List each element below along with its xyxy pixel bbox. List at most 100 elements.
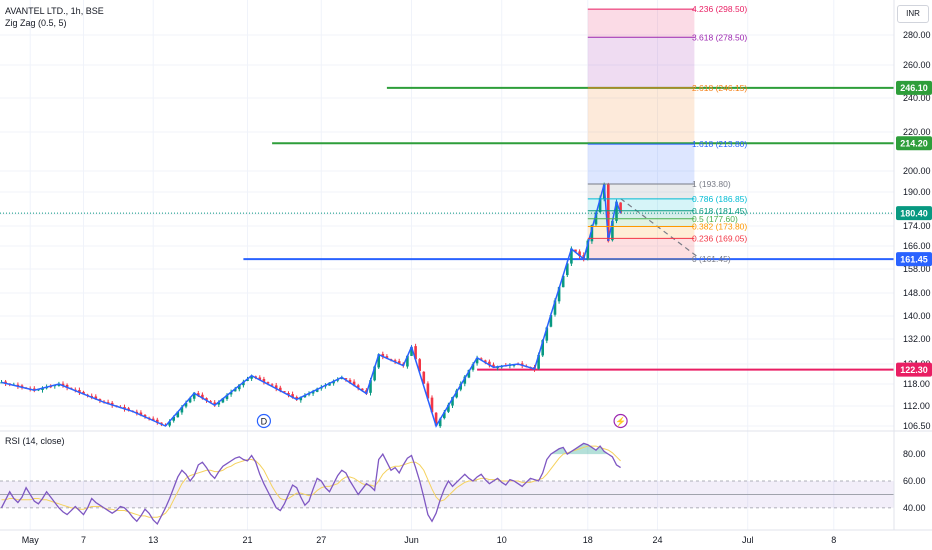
candle-body: [254, 376, 257, 378]
candle-body: [262, 379, 266, 383]
candle-body: [545, 327, 549, 341]
candle-body: [590, 225, 594, 242]
fib-zones: [587, 9, 695, 260]
candle-body: [553, 300, 557, 315]
time-tick-label: 27: [316, 535, 326, 545]
price-tag: [896, 362, 932, 377]
rsi-tick-label: 60.00: [903, 476, 926, 486]
event-marker[interactable]: [256, 413, 271, 429]
candle-body: [471, 364, 475, 370]
fib-zone: [587, 87, 695, 145]
candle-body: [443, 412, 446, 419]
price-tick-label: 200.00: [903, 166, 931, 176]
candle-body: [291, 394, 294, 398]
time-tick-label: 10: [497, 535, 507, 545]
fib-level-label: 2.618 (246.15): [692, 83, 747, 93]
rsi-legend[interactable]: RSI (14, close): [5, 436, 65, 446]
candle-body: [221, 398, 225, 403]
candle-body: [168, 421, 171, 426]
candle-body: [192, 392, 196, 399]
price-tick-label: 106.50: [903, 421, 931, 431]
time-tick-label: 8: [831, 535, 836, 545]
candle-body: [246, 379, 249, 382]
candle-body: [139, 412, 143, 416]
event-marker-label: D: [261, 417, 268, 427]
fib-level-label: 0.382 (173.80): [692, 222, 747, 232]
fib-level-label: 0.618 (181.45): [692, 206, 747, 216]
price-tag: [896, 252, 932, 267]
time-tick-label: May: [22, 535, 40, 545]
fib-levels[interactable]: 4.236 (298.50) 3.618 (278.50) 2.618 (246.1…: [587, 4, 748, 264]
event-marker-label: ⚡: [615, 416, 626, 428]
time-tick-label: Jun: [404, 535, 419, 545]
candle-body: [438, 418, 442, 427]
event-marker[interactable]: [613, 413, 628, 429]
candle-body: [184, 403, 188, 407]
candle-body: [356, 385, 360, 388]
candle-body: [315, 388, 319, 392]
candle-body: [492, 364, 495, 368]
candle-body: [61, 383, 65, 386]
candle-body: [78, 390, 81, 393]
candle-body: [611, 220, 614, 241]
time-axis[interactable]: May 7 13 21 27 Jun 10 18 24 Jul 8: [0, 529, 932, 545]
price-tag: [896, 80, 932, 95]
price-tag-label: 122.30: [900, 365, 928, 375]
fib-level-label: 1 (193.80): [692, 179, 731, 189]
fib-zone: [587, 210, 695, 219]
candle-body: [451, 397, 454, 406]
candle-body: [205, 398, 208, 401]
currency-button[interactable]: INR: [897, 5, 929, 23]
zigzag-indicator: [1, 183, 699, 428]
candle-body: [406, 355, 409, 367]
rsi-line: [0, 442, 621, 526]
fib-zone: [587, 144, 695, 185]
price-tick-label: 112.00: [903, 401, 930, 411]
price-tick-label: 166.00: [903, 241, 931, 251]
candle-body: [274, 385, 278, 389]
time-tick-label: Jul: [742, 535, 754, 545]
candle-body: [250, 375, 253, 379]
candle-body: [270, 384, 274, 386]
candle-body: [570, 248, 573, 264]
candle-body: [410, 346, 413, 356]
grid: [0, 0, 894, 530]
projection-line: [620, 198, 699, 258]
time-tick-label: 13: [148, 535, 158, 545]
fib-zone: [587, 198, 695, 211]
candle-body: [619, 202, 622, 213]
candle-body: [143, 414, 147, 417]
event-markers[interactable]: D ⚡: [256, 413, 628, 429]
time-tick-label: 18: [583, 535, 593, 545]
rsi-overbought-fill: [1, 443, 621, 455]
price-tick-label: 148.00: [903, 288, 931, 298]
candle-body: [369, 380, 372, 393]
fib-level-label: 4.236 (298.50): [692, 4, 747, 14]
candle-body: [484, 360, 487, 363]
candle-body: [209, 401, 212, 403]
candle-body: [463, 376, 467, 384]
fib-zone: [587, 37, 695, 88]
price-tag: [896, 136, 932, 151]
candle-body: [180, 407, 184, 413]
candle-body: [344, 378, 348, 380]
fib-level-label: 0.5 (177.60): [692, 214, 738, 224]
candle-body: [229, 392, 233, 395]
candle-body: [586, 240, 590, 260]
candle-body: [488, 361, 491, 366]
candle-body: [479, 358, 483, 360]
candle-body: [541, 340, 544, 356]
candle-body: [233, 388, 237, 392]
fib-zone: [587, 184, 695, 199]
candle-body: [110, 402, 114, 406]
price-tag: [896, 206, 932, 221]
symbol-title[interactable]: AVANTEL LTD., 1h, BSE: [5, 6, 104, 16]
price-tick-label: 118.00: [903, 379, 930, 389]
zigzag-legend[interactable]: Zig Zag (0.5, 5): [5, 18, 67, 28]
candle-body: [188, 398, 192, 403]
fib-level-label: 3.618 (278.50): [692, 32, 747, 42]
price-tick-label: 220.00: [903, 127, 931, 137]
zigzag-line: [1, 183, 622, 428]
candle-body: [279, 387, 282, 391]
